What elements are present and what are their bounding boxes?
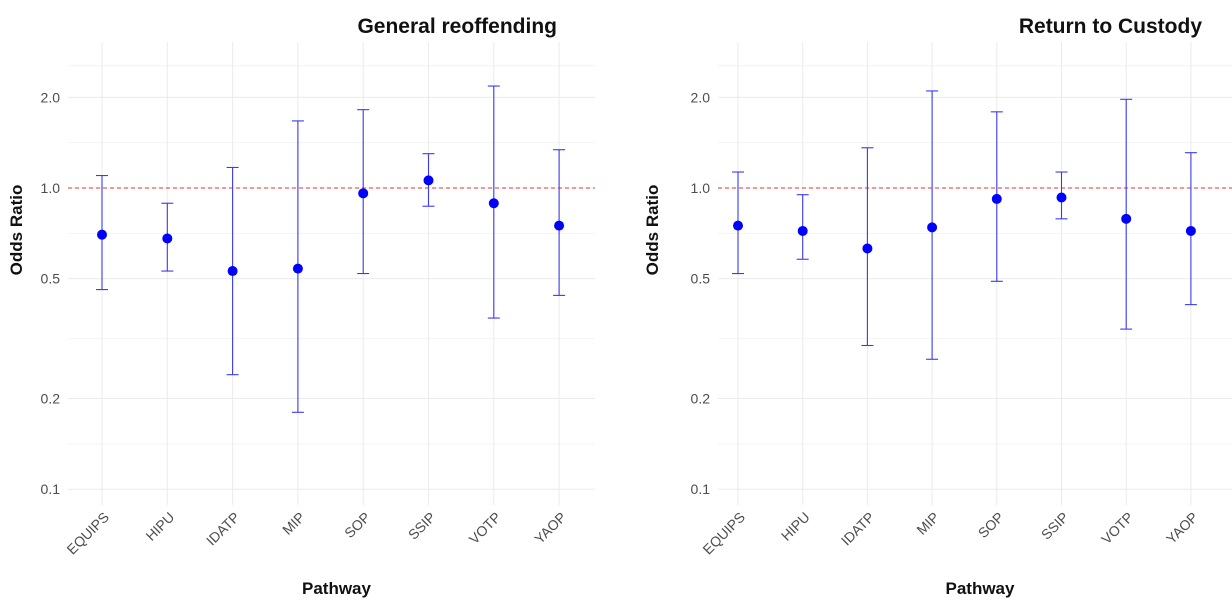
y-tick-label: 0.1 <box>41 481 61 497</box>
x-tick-label: VOTP <box>466 509 504 547</box>
data-point-mip <box>927 222 938 233</box>
x-axis-title: Pathway <box>946 579 1016 598</box>
data-point-votp <box>488 198 499 209</box>
x-tick-label: HIPU <box>142 509 177 544</box>
y-tick-label: 0.2 <box>41 391 61 407</box>
x-tick-label: YAOP <box>531 509 569 547</box>
data-point-hipu <box>797 225 808 236</box>
chart-title: General reoffending <box>357 15 557 38</box>
data-point-idatp <box>862 243 873 254</box>
x-tick-label: YAOP <box>1163 509 1201 547</box>
panel-return-to-custody: 0.1 0.2 0.5 1.0 2.0 EQUIPS HIPU IDATP MIP SOP SSIP… <box>643 15 1232 598</box>
x-tick-label: SOP <box>975 509 1007 541</box>
data-point-votp <box>1121 213 1132 224</box>
data-point-sop <box>358 188 369 199</box>
y-tick-label: 0.5 <box>41 271 61 287</box>
data-point-idatp <box>227 266 238 277</box>
y-axis-title: Odds Ratio <box>7 185 26 276</box>
x-axis-title: Pathway <box>302 579 372 598</box>
y-tick-label: 0.2 <box>691 391 711 407</box>
data-point-hipu <box>162 233 173 244</box>
data-point-sop <box>991 193 1002 204</box>
x-tick-label: IDATP <box>203 509 243 549</box>
y-tick-label: 2.0 <box>41 89 61 105</box>
y-tick-label: 1.0 <box>41 180 61 196</box>
data-point-equips <box>97 229 107 240</box>
y-tick-label: 2.0 <box>691 89 711 105</box>
x-tick-label: IDATP <box>838 509 878 549</box>
x-tick-label: HIPU <box>778 509 813 544</box>
y-axis-title: Odds Ratio <box>643 185 662 276</box>
data-point-ssip <box>1056 192 1067 203</box>
x-tick-label: SOP <box>341 509 373 541</box>
data-point-ssip <box>423 175 434 186</box>
data-point-equips <box>733 220 743 231</box>
y-tick-label: 1.0 <box>691 180 711 196</box>
panel-general-reoffending: 0.1 0.2 0.5 1.0 2.0 EQUIPS HIPU IDATP MIP SOP SSIP… <box>7 15 595 598</box>
data-point-yaop <box>554 220 565 231</box>
y-tick-label: 0.5 <box>691 271 711 287</box>
data-point-yaop <box>1185 225 1196 236</box>
x-tick-label: EQUIPS <box>699 509 748 558</box>
x-tick-label: MIP <box>913 509 942 538</box>
chart-title: Return to Custody <box>1019 15 1202 38</box>
data-point-mip <box>292 263 303 274</box>
x-tick-label: VOTP <box>1098 509 1136 547</box>
x-tick-label: SSIP <box>1038 509 1072 543</box>
x-tick-label: SSIP <box>405 509 439 543</box>
x-tick-label: MIP <box>279 509 308 538</box>
y-tick-label: 0.1 <box>691 481 711 497</box>
x-tick-label: EQUIPS <box>63 509 112 558</box>
